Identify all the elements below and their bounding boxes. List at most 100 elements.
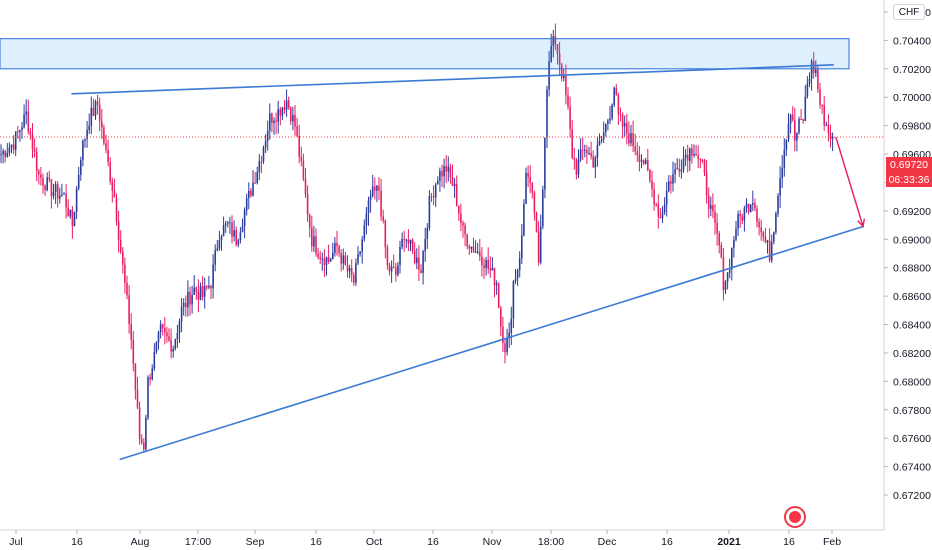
candle-body bbox=[35, 152, 38, 172]
candle-body bbox=[224, 223, 227, 226]
candle-body bbox=[510, 318, 513, 333]
candle-body bbox=[537, 231, 540, 263]
candle-body bbox=[634, 146, 636, 152]
candle-body bbox=[586, 149, 588, 154]
candle-body bbox=[640, 160, 643, 162]
candle-body bbox=[187, 291, 189, 308]
candle-body bbox=[476, 251, 479, 253]
candle-body bbox=[413, 250, 416, 263]
candle-body bbox=[350, 267, 353, 276]
candle-body bbox=[107, 149, 109, 163]
candle-body bbox=[233, 230, 235, 237]
candle-body bbox=[472, 246, 475, 253]
candle-body bbox=[447, 166, 450, 172]
candle-body bbox=[798, 118, 800, 133]
candle-body bbox=[189, 291, 191, 305]
candle-body bbox=[827, 124, 830, 133]
candle-body bbox=[388, 265, 391, 272]
time-tick-label: 16 bbox=[427, 536, 439, 548]
candle-body bbox=[105, 143, 107, 150]
candle-body bbox=[208, 285, 210, 288]
candle-body bbox=[733, 239, 735, 248]
candle-body bbox=[632, 133, 634, 147]
candle-body bbox=[598, 141, 601, 145]
candle-body bbox=[743, 207, 746, 221]
candle-body bbox=[101, 121, 103, 128]
candle-body bbox=[567, 95, 569, 107]
currency-badge[interactable]: CHF bbox=[893, 4, 925, 20]
candle-body bbox=[752, 203, 754, 205]
price-tick-label: 0.69800 bbox=[893, 121, 931, 133]
candle-body bbox=[384, 220, 387, 248]
candle-body bbox=[0, 154, 2, 156]
candle-body bbox=[168, 336, 170, 341]
candle-body bbox=[332, 252, 334, 260]
candle-body bbox=[132, 339, 135, 364]
candle-body bbox=[145, 417, 147, 450]
candle-body bbox=[321, 258, 324, 260]
candle-body bbox=[426, 227, 429, 239]
candle-body bbox=[346, 264, 349, 272]
trendline bbox=[119, 225, 864, 461]
candle-body bbox=[302, 160, 305, 179]
candle-body bbox=[25, 111, 27, 115]
resistance-zone bbox=[0, 38, 850, 70]
candle-body bbox=[831, 137, 834, 139]
candle-body bbox=[239, 232, 242, 241]
candle-body bbox=[525, 172, 527, 204]
candle-body bbox=[170, 340, 172, 352]
time-tick-label: 18:00 bbox=[538, 536, 564, 548]
candle-body bbox=[109, 162, 111, 182]
candle-body bbox=[262, 147, 265, 162]
candle-body bbox=[817, 69, 819, 90]
time-axis[interactable]: Jul 16 Aug 17:00 Sep 16 Oct 16 Nov 18:00 Dec 16 2021… bbox=[9, 530, 841, 548]
tradingview-logo-icon[interactable] bbox=[784, 506, 806, 528]
candle-body bbox=[42, 177, 44, 186]
candle-body bbox=[638, 154, 641, 162]
candle-body bbox=[214, 250, 216, 265]
candle-body bbox=[281, 107, 284, 116]
candle-body bbox=[770, 241, 773, 261]
candle-body bbox=[235, 230, 237, 245]
candle-body bbox=[579, 149, 582, 160]
candle-body bbox=[126, 282, 128, 296]
candle-body bbox=[460, 213, 462, 223]
candle-body bbox=[371, 186, 374, 196]
candle-body bbox=[273, 120, 275, 123]
candle-body bbox=[306, 194, 309, 215]
candle-body bbox=[686, 154, 689, 161]
candle-body bbox=[779, 178, 781, 196]
candle-body bbox=[216, 248, 219, 251]
candle-body bbox=[544, 137, 546, 190]
candle-body bbox=[489, 268, 492, 271]
candle-body bbox=[821, 105, 823, 107]
candle-body bbox=[19, 130, 21, 132]
candle-body bbox=[699, 158, 702, 161]
price-axis[interactable]: 0.706000.704000.702000.700000.698000.696… bbox=[884, 7, 931, 502]
candle-body bbox=[203, 286, 206, 297]
candle-body bbox=[65, 193, 67, 208]
candle-body bbox=[227, 222, 229, 224]
candle-body bbox=[405, 239, 408, 241]
candle-body bbox=[378, 185, 380, 191]
candle-body bbox=[201, 285, 204, 297]
candle-body bbox=[296, 126, 298, 136]
candle-body bbox=[166, 332, 168, 337]
candle-body bbox=[155, 342, 158, 352]
candle-body bbox=[573, 157, 576, 160]
price-tick-label: 0.69000 bbox=[893, 234, 931, 246]
candle-body bbox=[615, 87, 618, 96]
candle-body bbox=[659, 216, 662, 219]
candle-body bbox=[336, 243, 338, 246]
candle-body bbox=[726, 272, 729, 282]
candle-body bbox=[143, 442, 145, 450]
candle-body bbox=[678, 168, 681, 172]
candle-body bbox=[212, 264, 214, 289]
candle-body bbox=[31, 134, 34, 150]
candle-body bbox=[12, 144, 15, 150]
candle-body bbox=[754, 203, 756, 209]
candle-body bbox=[766, 240, 769, 243]
candle-body bbox=[628, 133, 630, 144]
candle-body bbox=[390, 266, 393, 272]
